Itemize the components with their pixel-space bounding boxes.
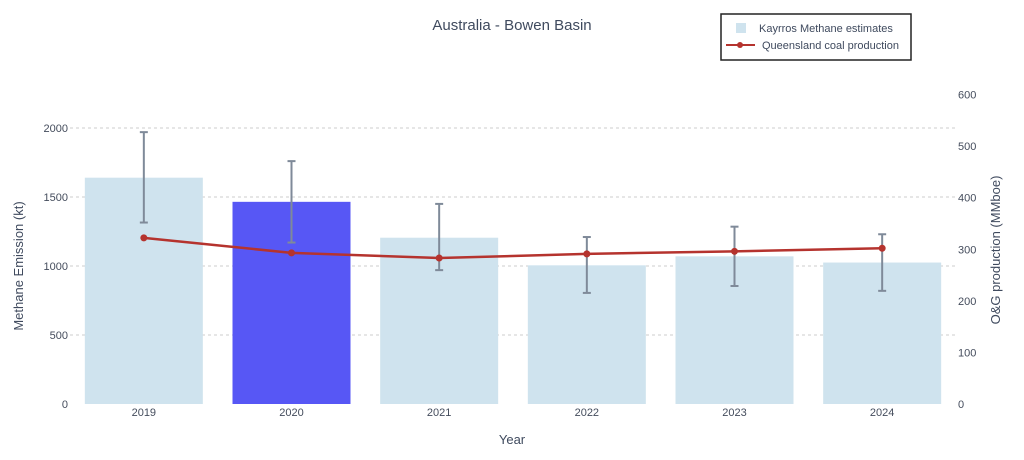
y2-tick-label: 500 — [958, 141, 976, 153]
y2-tick-label: 0 — [958, 399, 964, 411]
y2-tick-label: 200 — [958, 296, 976, 308]
line-point-2023 — [731, 247, 738, 255]
line-point-2021 — [435, 254, 443, 262]
legend-box — [720, 13, 912, 61]
y2-tick-label: 600 — [958, 90, 976, 102]
y-tick-label: 1500 — [44, 192, 68, 204]
y-tick-label: 1000 — [44, 261, 68, 273]
legend-swatch-marker — [737, 42, 743, 48]
x-tick-label: 2020 — [279, 407, 303, 419]
y2-axis-title: O&G production (MMboe) — [988, 176, 1003, 325]
y-tick-label: 0 — [62, 399, 68, 411]
gridlines — [70, 127, 956, 336]
y2-tick-label: 300 — [958, 244, 976, 256]
line-series — [140, 234, 886, 262]
x-tick-label: 2024 — [870, 407, 894, 419]
coal-production-line — [143, 236, 883, 260]
legend-swatch-bar — [736, 23, 746, 33]
y-tick-label: 2000 — [44, 123, 68, 135]
legend-label-coal[interactable]: Queensland coal production — [762, 40, 899, 52]
y-tick-label: 500 — [50, 330, 68, 342]
chart-title: Australia - Bowen Basin — [432, 17, 591, 34]
legend[interactable]: Kayrros Methane estimates Queensland coa… — [720, 13, 912, 61]
tick-labels: 0 500 1000 1500 2000 0 100 200 300 400 500 600 2019 2… — [44, 90, 977, 420]
line-point-2020 — [288, 249, 295, 257]
x-tick-label: 2019 — [132, 407, 156, 419]
x-tick-label: 2022 — [575, 407, 599, 419]
line-point-2022 — [583, 250, 591, 258]
bars — [84, 177, 942, 404]
y2-tick-label: 400 — [958, 193, 976, 205]
legend-label-methane[interactable]: Kayrros Methane estimates — [759, 23, 893, 35]
y-axis-title: Methane Emission (kt) — [11, 201, 26, 330]
x-axis-title: Year — [499, 432, 526, 447]
x-tick-label: 2023 — [722, 407, 746, 419]
y2-tick-label: 100 — [958, 347, 976, 359]
line-point-2019 — [140, 234, 148, 242]
x-tick-label: 2021 — [427, 407, 451, 419]
line-point-2024 — [878, 244, 886, 252]
